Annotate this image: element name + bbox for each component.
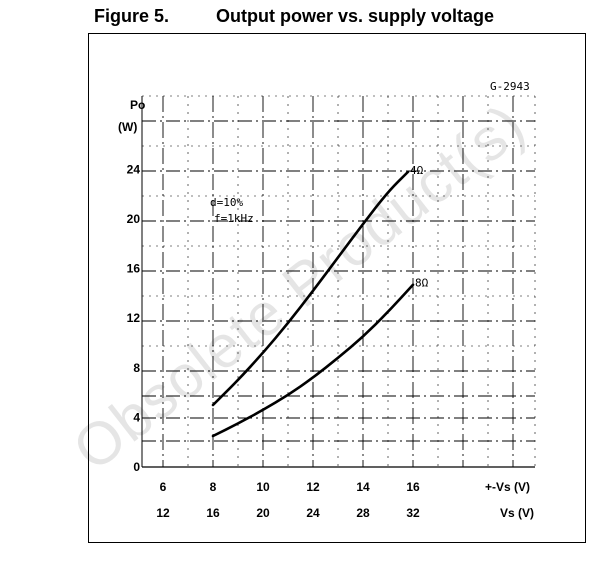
annotation-distortion: d=10% xyxy=(210,196,243,209)
y-tick-label: 20 xyxy=(127,212,141,226)
x-tick-label: 10 xyxy=(256,480,270,494)
x-axis-label: +-Vs (V) xyxy=(485,480,530,494)
figure-number: Figure 5. xyxy=(94,6,170,26)
grid xyxy=(141,95,536,468)
y-tick-label: 0 xyxy=(133,460,140,474)
y-tick-label: 8 xyxy=(133,361,140,375)
series-line-8ohm xyxy=(211,283,415,438)
annotation-frequency: f=1kHz xyxy=(214,212,254,225)
x2-tick-label: 24 xyxy=(306,506,320,520)
figure-title: Figure 5. Output power vs. supply voltage xyxy=(94,6,494,27)
y-tick-labels: 0 4 8 12 16 20 24 xyxy=(127,162,141,474)
x-tick-label: 14 xyxy=(356,480,370,494)
series-label-8ohm: 8Ω xyxy=(415,277,429,290)
x-tick-label: 16 xyxy=(406,480,420,494)
x-tick-label: 8 xyxy=(210,480,217,494)
y-tick-label: 12 xyxy=(127,311,141,325)
x2-tick-labels: 12 16 20 24 28 32 xyxy=(156,506,420,520)
x2-tick-label: 16 xyxy=(206,506,220,520)
y-tick-label: 24 xyxy=(127,162,141,176)
x2-tick-label: 12 xyxy=(156,506,170,520)
figure-frame xyxy=(88,33,586,543)
series-label-4ohm: 4Ω xyxy=(410,164,424,177)
series-line-4ohm xyxy=(211,170,410,407)
y-tick-label: 16 xyxy=(127,262,141,276)
figure-code: G-2943 xyxy=(490,80,530,93)
x2-axis-label: Vs (V) xyxy=(500,506,534,520)
y-axis-label: Po xyxy=(130,98,145,112)
series-group: 4Ω 8Ω xyxy=(211,164,429,438)
x-tick-label: 12 xyxy=(306,480,320,494)
x2-tick-label: 20 xyxy=(256,506,270,520)
x2-tick-label: 28 xyxy=(356,506,370,520)
x2-tick-label: 32 xyxy=(406,506,420,520)
x-tick-label: 6 xyxy=(160,480,167,494)
y-tick-label: 4 xyxy=(133,410,140,424)
x-tick-labels: 6 8 10 12 14 16 xyxy=(160,480,420,494)
figure-caption: Output power vs. supply voltage xyxy=(216,6,495,26)
y-axis-unit: (W) xyxy=(118,120,137,134)
